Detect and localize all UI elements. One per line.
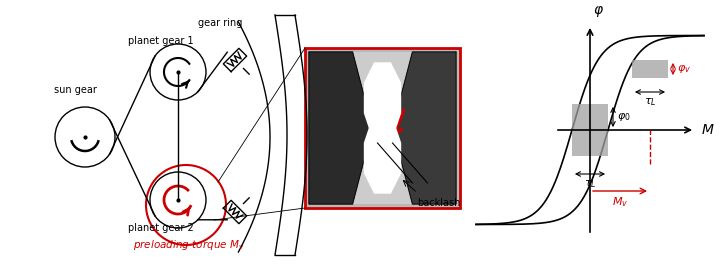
Bar [305, 48, 460, 208]
Bar [309, 52, 456, 204]
Text: planet gear 1: planet gear 1 [128, 36, 194, 46]
Bar [572, 104, 608, 156]
Polygon shape [364, 113, 400, 193]
Text: backlash: backlash [418, 198, 461, 208]
Text: $\varphi_0$: $\varphi_0$ [617, 111, 631, 123]
Text: planet gear 2: planet gear 2 [128, 223, 194, 233]
Text: $\varphi_v$: $\varphi_v$ [677, 63, 691, 75]
Text: $\varphi$: $\varphi$ [593, 4, 604, 19]
Polygon shape [364, 63, 400, 143]
Polygon shape [309, 52, 374, 204]
Text: $M_v$: $M_v$ [612, 195, 628, 209]
Polygon shape [390, 52, 456, 204]
Text: gear ring: gear ring [198, 18, 242, 28]
Bar [305, 48, 460, 208]
Text: $M$: $M$ [701, 123, 714, 137]
Text: preloading torque $M_v$: preloading torque $M_v$ [133, 238, 245, 252]
Text: sun gear: sun gear [53, 85, 96, 95]
Text: $\tau_L$: $\tau_L$ [584, 178, 596, 190]
Bar [632, 60, 668, 78]
Text: $\tau_L$: $\tau_L$ [644, 96, 656, 108]
